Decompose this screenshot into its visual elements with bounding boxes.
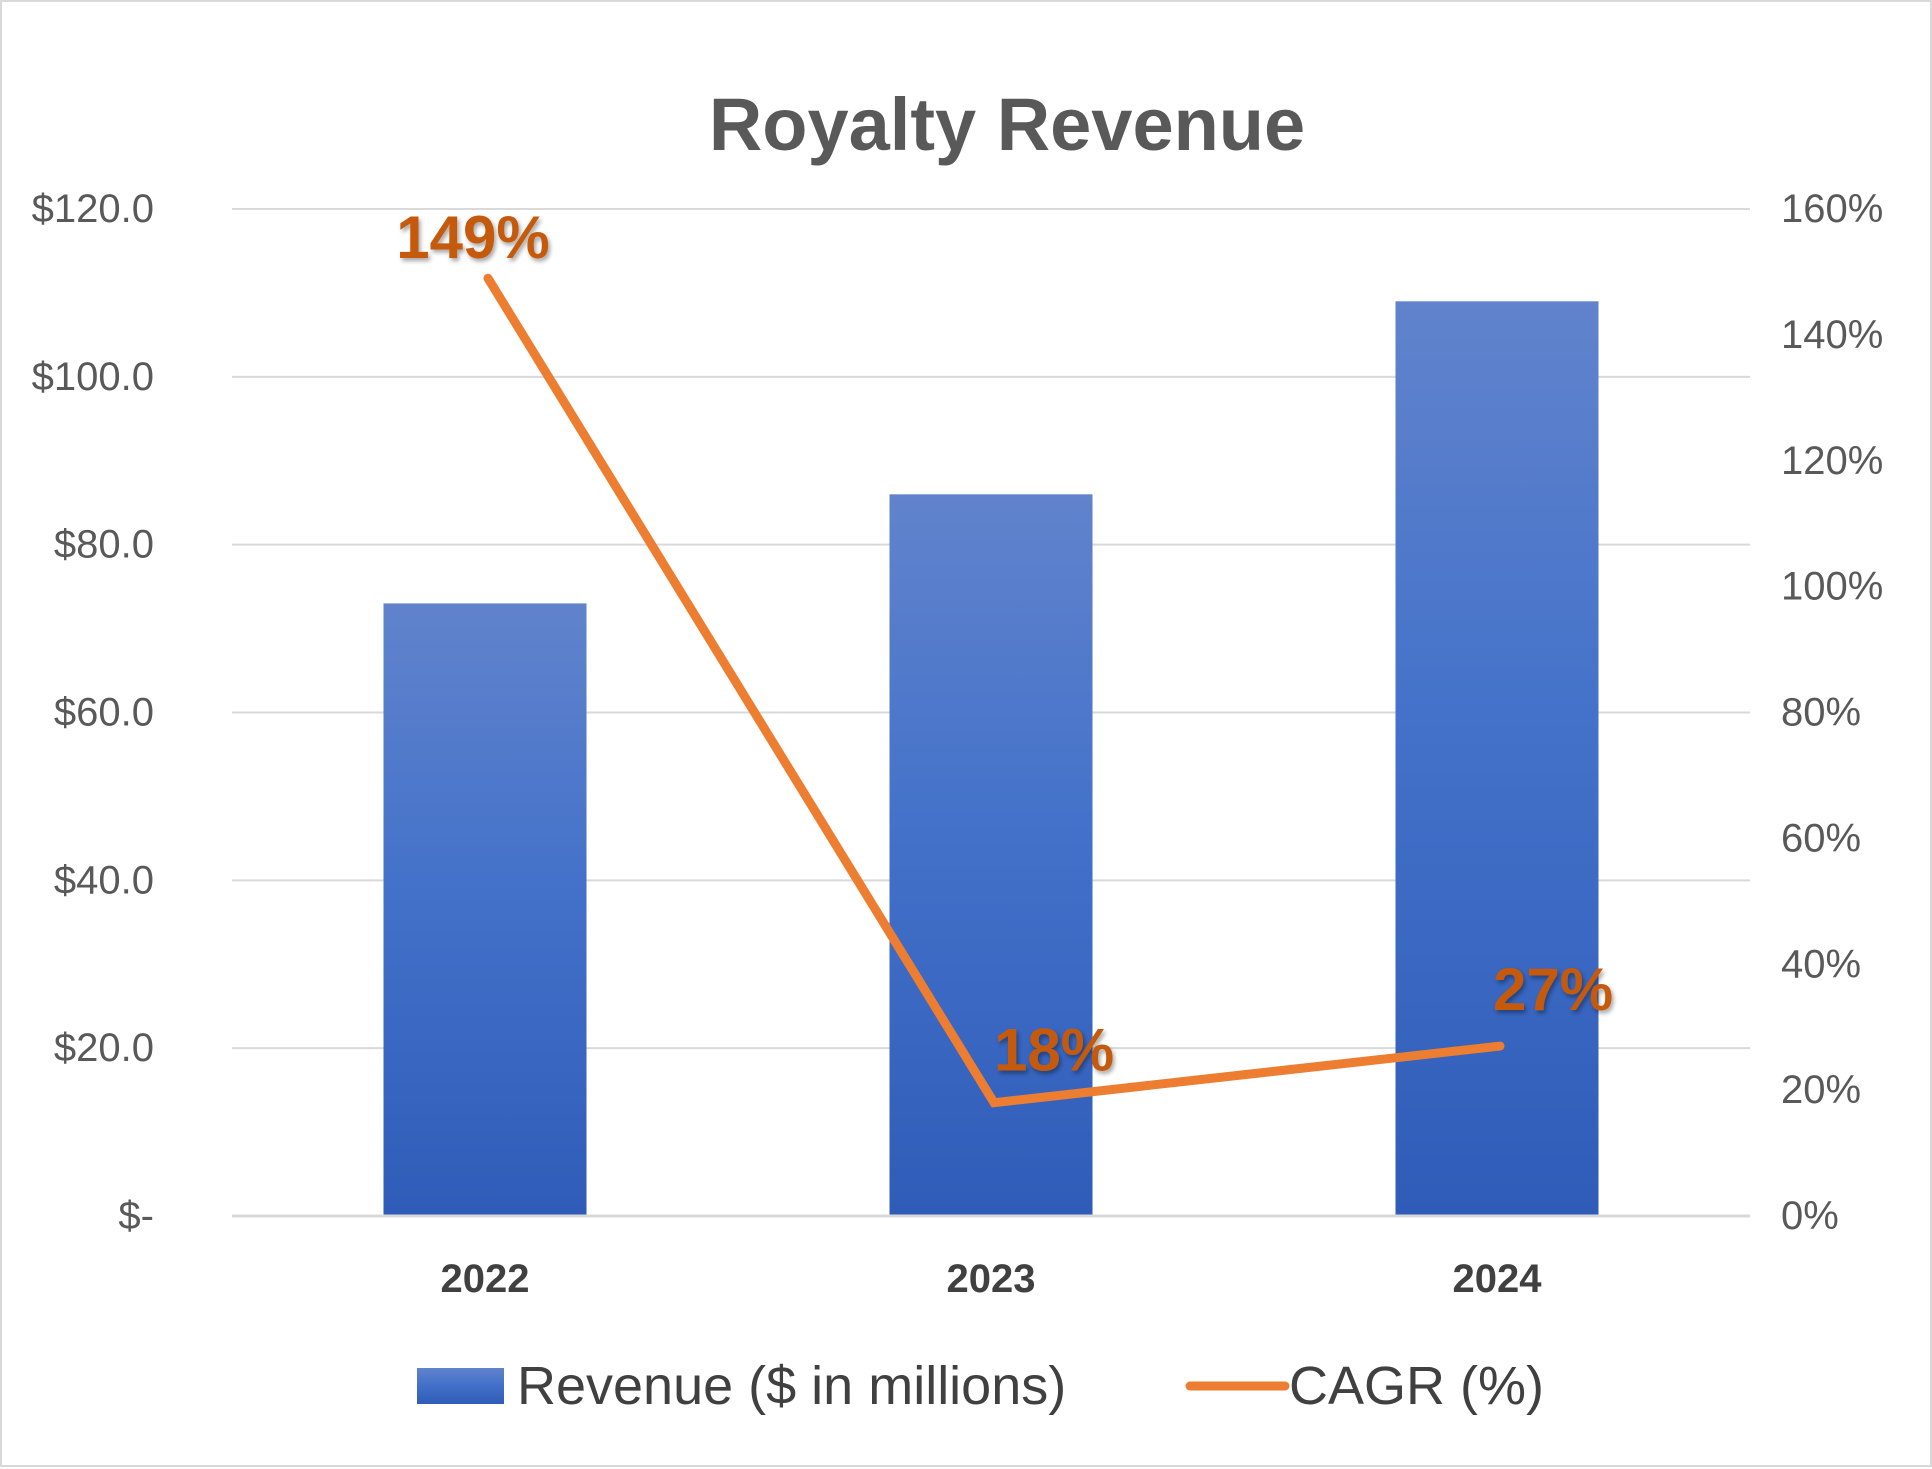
cagr-data-label: 149% [396,204,549,271]
axes: $- $20.0 $40.0 $60.0 $80.0 $100.0 $120.0 0% 20% 4… [32,187,1884,1301]
right-axis-tick-label: 80% [1781,691,1861,735]
right-axis-tick-label: 40% [1781,942,1861,986]
cagr-data-label: 27% [1493,956,1613,1023]
left-axis-tick-label: $60.0 [54,691,154,735]
revenue-bar [889,494,1093,1217]
left-axis-tick-label: $- [118,1194,154,1238]
right-axis-tick-label: 100% [1781,565,1883,609]
left-axis-tick-label: $80.0 [54,523,154,567]
chart-title: Royalty Revenue [709,83,1305,166]
legend-revenue-label: Revenue ($ in millions) [517,1356,1066,1416]
bar-series [383,301,1599,1217]
line-series [483,273,1505,1108]
category-label: 2023 [947,1257,1036,1301]
data-labels: 149% 18% 27% [396,204,1613,1083]
right-axis-tick-label: 0% [1781,1194,1839,1238]
legend: Revenue ($ in millions) CAGR (%) [417,1356,1544,1416]
right-axis-tick-label: 160% [1781,187,1883,231]
left-axis-tick-label: $40.0 [54,858,154,902]
category-label: 2022 [441,1257,530,1301]
revenue-bar [1395,301,1599,1216]
left-axis-tick-label: $20.0 [54,1026,154,1070]
cagr-line [483,273,1505,1108]
cagr-data-label: 18% [994,1017,1114,1084]
right-axis-tick-label: 60% [1781,816,1861,860]
right-axis-tick-label: 140% [1781,313,1883,357]
legend-cagr-label: CAGR (%) [1289,1356,1544,1416]
revenue-bar [383,603,587,1216]
legend-revenue-swatch [417,1368,504,1404]
category-label: 2024 [1453,1257,1543,1301]
right-axis-tick-label: 120% [1781,439,1883,483]
left-axis-tick-label: $120.0 [32,187,154,231]
right-axis-tick-label: 20% [1781,1068,1861,1112]
left-axis-tick-label: $100.0 [32,355,154,399]
